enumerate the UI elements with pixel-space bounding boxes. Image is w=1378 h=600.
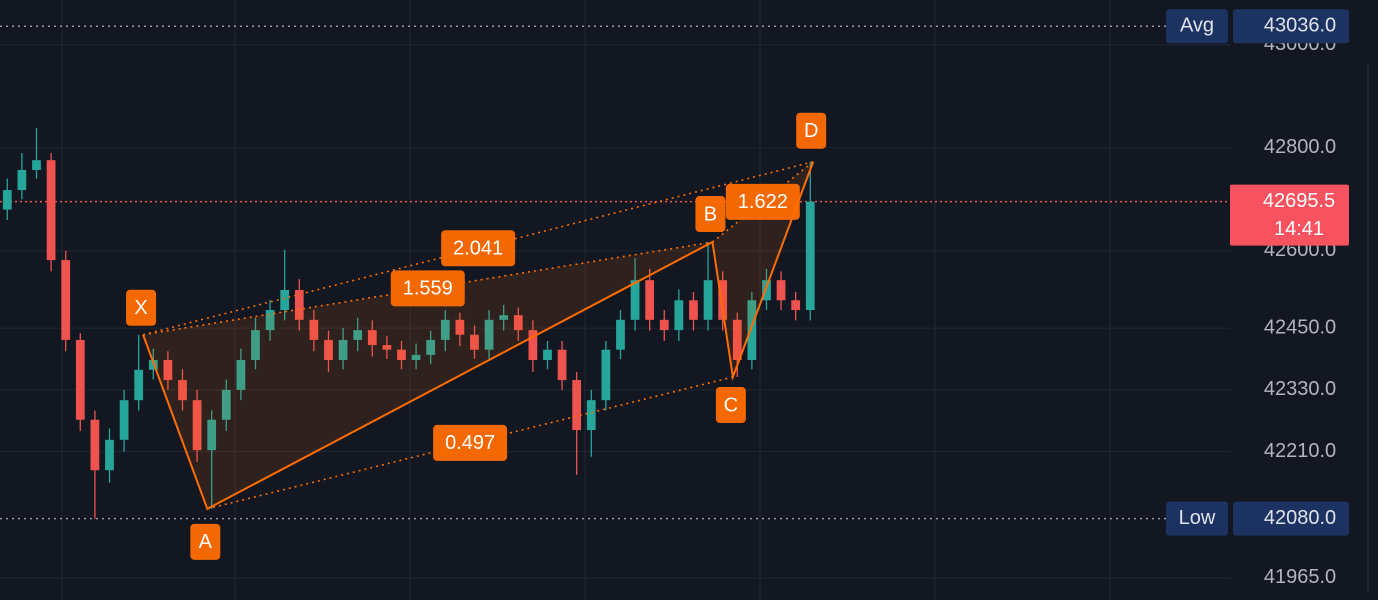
last-price-label: 42695.5 <box>1263 190 1335 212</box>
pattern-ratio: 2.041 <box>453 238 503 260</box>
pattern-ratio-line <box>142 160 814 336</box>
pattern-point-label-box <box>715 386 746 423</box>
pattern-point-label: A <box>199 531 213 553</box>
price-line-name: Low <box>1179 507 1216 529</box>
candle-body <box>338 339 348 360</box>
candle-body <box>470 334 479 350</box>
pattern-point-label: C <box>724 394 738 416</box>
candle-body <box>119 400 129 440</box>
price-line-value-box <box>1233 9 1349 44</box>
candle-body <box>75 339 85 420</box>
candle-body <box>32 160 41 170</box>
candle-body <box>46 160 56 261</box>
candle-body <box>689 300 698 320</box>
candle-body <box>718 280 728 320</box>
candle-body <box>616 319 625 350</box>
candle-body <box>324 339 333 360</box>
candle-body <box>163 360 173 381</box>
candle-body <box>484 319 494 350</box>
candle-body <box>353 330 363 340</box>
candle-body <box>703 280 713 320</box>
pattern-ratio-box <box>433 424 508 461</box>
candle-body <box>543 349 552 360</box>
candle-body <box>601 349 611 401</box>
pattern-ratio-box <box>390 270 465 307</box>
y-tick-label: 42450.0 <box>1264 316 1336 338</box>
pattern-point-label: D <box>804 120 818 142</box>
y-tick-label: 41965.0 <box>1264 566 1336 588</box>
candle-body <box>513 315 523 331</box>
price-line-name-box <box>1166 9 1228 44</box>
pattern-point-label-box <box>796 112 827 149</box>
candle-body <box>17 169 27 191</box>
candle-body <box>294 289 304 320</box>
candle-body <box>674 300 684 331</box>
price-line-value-box <box>1233 501 1349 536</box>
candle-body <box>207 419 217 451</box>
pattern-point-label: X <box>134 297 147 319</box>
candle-body <box>528 330 538 360</box>
candle-body <box>572 380 582 431</box>
candle-body <box>90 419 100 471</box>
y-tick-label: 42800.0 <box>1264 136 1336 158</box>
candle-body <box>630 280 640 320</box>
candle-body <box>747 300 757 360</box>
pattern-leg <box>142 161 815 511</box>
price-line-value: 43036.0 <box>1264 15 1336 37</box>
candle-body <box>221 389 231 420</box>
pattern-point-label: B <box>704 203 717 225</box>
candle-body <box>61 260 71 340</box>
pattern-ratio-box <box>441 230 516 267</box>
candle-body <box>367 330 377 346</box>
pattern-ratio-box <box>725 183 800 220</box>
candle-body <box>105 439 114 471</box>
pattern-point-label-box <box>126 289 157 326</box>
candle-body <box>557 349 567 381</box>
pattern-ratio: 1.622 <box>738 191 788 213</box>
candle-body <box>411 354 421 360</box>
candle-body <box>397 349 406 360</box>
candle-body <box>265 310 275 331</box>
countdown: 14:41 <box>1274 218 1324 240</box>
candle-body <box>776 280 786 301</box>
candle-body <box>192 400 202 451</box>
price-line-name-box <box>1166 501 1228 536</box>
candle-body <box>586 400 596 431</box>
candle-body <box>499 315 509 320</box>
candle-body <box>2 190 12 210</box>
candle-body <box>791 300 801 311</box>
pattern-ratio: 0.497 <box>445 432 495 454</box>
candle-body <box>309 319 319 340</box>
y-tick-label: 42330.0 <box>1264 378 1336 400</box>
candle-body <box>732 319 742 360</box>
candle-body <box>280 289 290 311</box>
candle-body <box>455 319 465 335</box>
candle-body <box>645 280 655 320</box>
candle-body <box>426 339 436 355</box>
pattern-fill <box>143 242 713 509</box>
candle-body <box>236 360 246 390</box>
candle-body <box>251 330 260 360</box>
last-price-box <box>1230 184 1349 246</box>
candle-body <box>178 380 187 401</box>
y-tick-label: 42210.0 <box>1264 440 1336 462</box>
candle-body <box>134 369 144 401</box>
candle-body <box>440 319 450 340</box>
candle-body <box>762 280 771 301</box>
pattern-point-label-box <box>190 523 221 560</box>
candle-body <box>805 201 815 311</box>
pattern-point-label-box <box>695 196 726 233</box>
candle-body <box>382 345 392 350</box>
pattern-ratio: 1.559 <box>403 278 453 300</box>
candle-body <box>659 319 669 331</box>
price-line-value: 42080.0 <box>1264 507 1336 529</box>
price-line-name: Avg <box>1180 15 1214 37</box>
